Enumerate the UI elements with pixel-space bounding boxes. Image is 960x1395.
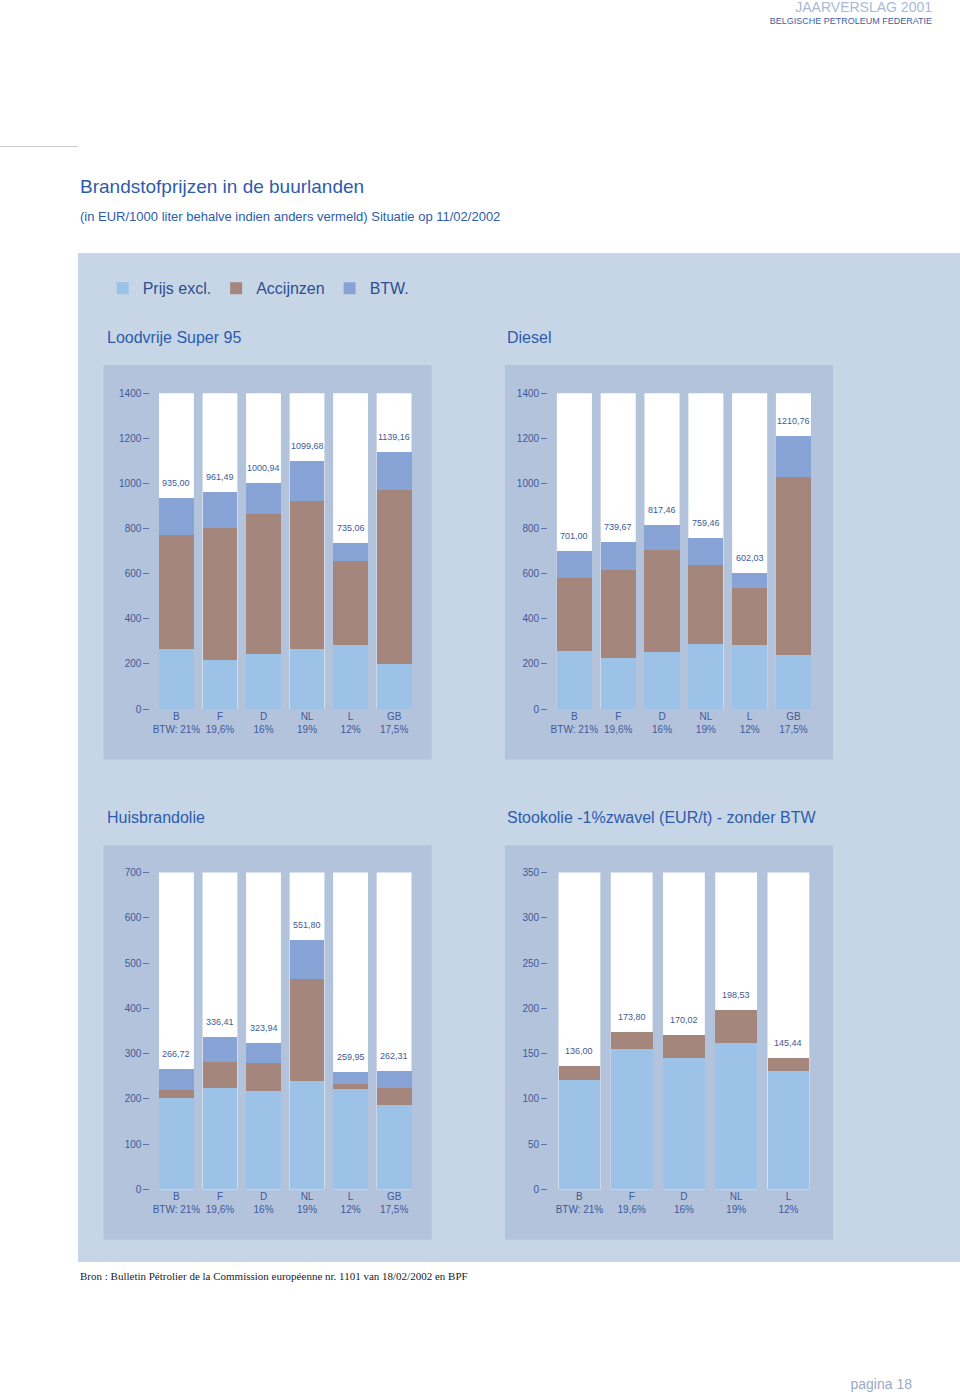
svg-text:D16%: D16% — [674, 1191, 694, 1215]
svg-text:262,31: 262,31 — [380, 1051, 408, 1061]
svg-text:Stookolie -1%zwavel (EUR/t) -: Stookolie -1%zwavel (EUR/t) - zonder BTW — [507, 809, 816, 826]
svg-text:266,72: 266,72 — [162, 1049, 190, 1059]
svg-text:BBTW: 21%: BBTW: 21% — [556, 1191, 604, 1215]
html-text:BELGISCHE PETROLEUM FEDERATIE: BELGISCHE PETROLEUM FEDERATIE — [769, 16, 932, 26]
html-text:pagina 18: pagina 18 — [850, 1376, 912, 1392]
svg-text:336,41: 336,41 — [206, 1017, 234, 1027]
svg-text:1400: 1400 — [517, 388, 540, 399]
svg-text:GB17,5%: GB17,5% — [380, 711, 408, 735]
svg-text:0: 0 — [136, 704, 142, 715]
svg-text:701,00: 701,00 — [560, 531, 588, 541]
svg-text:323,94: 323,94 — [250, 1023, 278, 1033]
svg-text:F19,6%: F19,6% — [206, 1191, 234, 1215]
svg-text:BBTW: 21%: BBTW: 21% — [153, 711, 201, 735]
svg-text:BBTW: 21%: BBTW: 21% — [153, 1191, 201, 1215]
svg-text:739,67: 739,67 — [604, 522, 632, 532]
svg-text:L12%: L12% — [341, 711, 361, 735]
svg-text:551,80: 551,80 — [293, 920, 321, 930]
svg-text:145,44: 145,44 — [774, 1038, 802, 1048]
svg-text:200: 200 — [522, 658, 539, 669]
svg-text:961,49: 961,49 — [206, 472, 234, 482]
svg-text:800: 800 — [125, 523, 142, 534]
svg-text:1099,68: 1099,68 — [291, 441, 324, 451]
svg-text:170,02: 170,02 — [670, 1015, 698, 1025]
svg-text:0: 0 — [534, 704, 540, 715]
svg-text:400: 400 — [125, 1003, 142, 1014]
svg-text:0: 0 — [136, 1184, 142, 1195]
svg-text:D16%: D16% — [253, 711, 273, 735]
svg-text:GB17,5%: GB17,5% — [779, 711, 807, 735]
svg-text:NL19%: NL19% — [726, 1191, 746, 1215]
svg-text:Prijs excl.: Prijs excl. — [143, 280, 211, 297]
svg-text:BBTW: 21%: BBTW: 21% — [551, 711, 599, 735]
svg-text:L12%: L12% — [341, 1191, 361, 1215]
svg-text:735,06: 735,06 — [337, 523, 365, 533]
svg-text:800: 800 — [522, 523, 539, 534]
svg-text:Diesel: Diesel — [507, 329, 551, 346]
svg-text:L12%: L12% — [778, 1191, 798, 1215]
svg-text:1000: 1000 — [119, 478, 142, 489]
svg-text:400: 400 — [125, 613, 142, 624]
svg-text:600: 600 — [125, 912, 142, 923]
svg-text:F19,6%: F19,6% — [618, 1191, 646, 1215]
svg-text:D16%: D16% — [652, 711, 672, 735]
svg-text:1000: 1000 — [517, 478, 540, 489]
svg-text:500: 500 — [125, 958, 142, 969]
svg-text:700: 700 — [125, 867, 142, 878]
svg-text:1200: 1200 — [517, 433, 540, 444]
svg-text:100: 100 — [522, 1093, 539, 1104]
svg-text:150: 150 — [522, 1048, 539, 1059]
svg-text:200: 200 — [522, 1003, 539, 1014]
svg-text:935,00: 935,00 — [162, 478, 190, 488]
svg-text:Loodvrije Super 95: Loodvrije Super 95 — [107, 329, 241, 346]
svg-text:1400: 1400 — [119, 388, 142, 399]
svg-text:759,46: 759,46 — [692, 518, 720, 528]
html-text:Bron : Bulletin Pétrolier de l: Bron : Bulletin Pétrolier de la Commissi… — [80, 1270, 468, 1282]
svg-text:600: 600 — [522, 568, 539, 579]
svg-text:1200: 1200 — [119, 433, 142, 444]
svg-text:1210,76: 1210,76 — [777, 416, 810, 426]
svg-text:100: 100 — [125, 1139, 142, 1150]
svg-text:D16%: D16% — [253, 1191, 273, 1215]
svg-text:1139,16: 1139,16 — [378, 432, 410, 442]
svg-text:136,00: 136,00 — [565, 1046, 593, 1056]
svg-text:300: 300 — [522, 912, 539, 923]
svg-text:GB17,5%: GB17,5% — [380, 1191, 408, 1215]
svg-text:NL19%: NL19% — [297, 711, 317, 735]
svg-text:200: 200 — [125, 658, 142, 669]
html-text:JAARVERSLAG 2001: JAARVERSLAG 2001 — [795, 0, 932, 15]
svg-text:F19,6%: F19,6% — [604, 711, 632, 735]
svg-text:1000,94: 1000,94 — [247, 463, 280, 473]
svg-text:NL19%: NL19% — [696, 711, 716, 735]
svg-text:BTW.: BTW. — [370, 280, 409, 297]
svg-text:602,03: 602,03 — [736, 553, 764, 563]
svg-text:200: 200 — [125, 1093, 142, 1104]
svg-text:198,53: 198,53 — [722, 990, 750, 1000]
svg-text:817,46: 817,46 — [648, 505, 676, 515]
svg-text:F19,6%: F19,6% — [206, 711, 234, 735]
svg-text:Huisbrandolie: Huisbrandolie — [107, 809, 205, 826]
svg-text:300: 300 — [125, 1048, 142, 1059]
svg-text:600: 600 — [125, 568, 142, 579]
svg-text:NL19%: NL19% — [297, 1191, 317, 1215]
svg-text:Accijnzen: Accijnzen — [256, 280, 324, 297]
html-text:(in EUR/1000 liter behalve ind: (in EUR/1000 liter behalve indien anders… — [80, 209, 501, 224]
svg-text:350: 350 — [522, 867, 539, 878]
svg-text:259,95: 259,95 — [337, 1052, 365, 1062]
svg-text:50: 50 — [528, 1139, 540, 1150]
svg-text:173,80: 173,80 — [618, 1012, 646, 1022]
svg-text:250: 250 — [522, 958, 539, 969]
svg-text:L12%: L12% — [740, 711, 760, 735]
svg-text:400: 400 — [522, 613, 539, 624]
svg-text:0: 0 — [534, 1184, 540, 1195]
html-text:Brandstofprijzen in de buurlan: Brandstofprijzen in de buurlanden — [80, 176, 365, 197]
